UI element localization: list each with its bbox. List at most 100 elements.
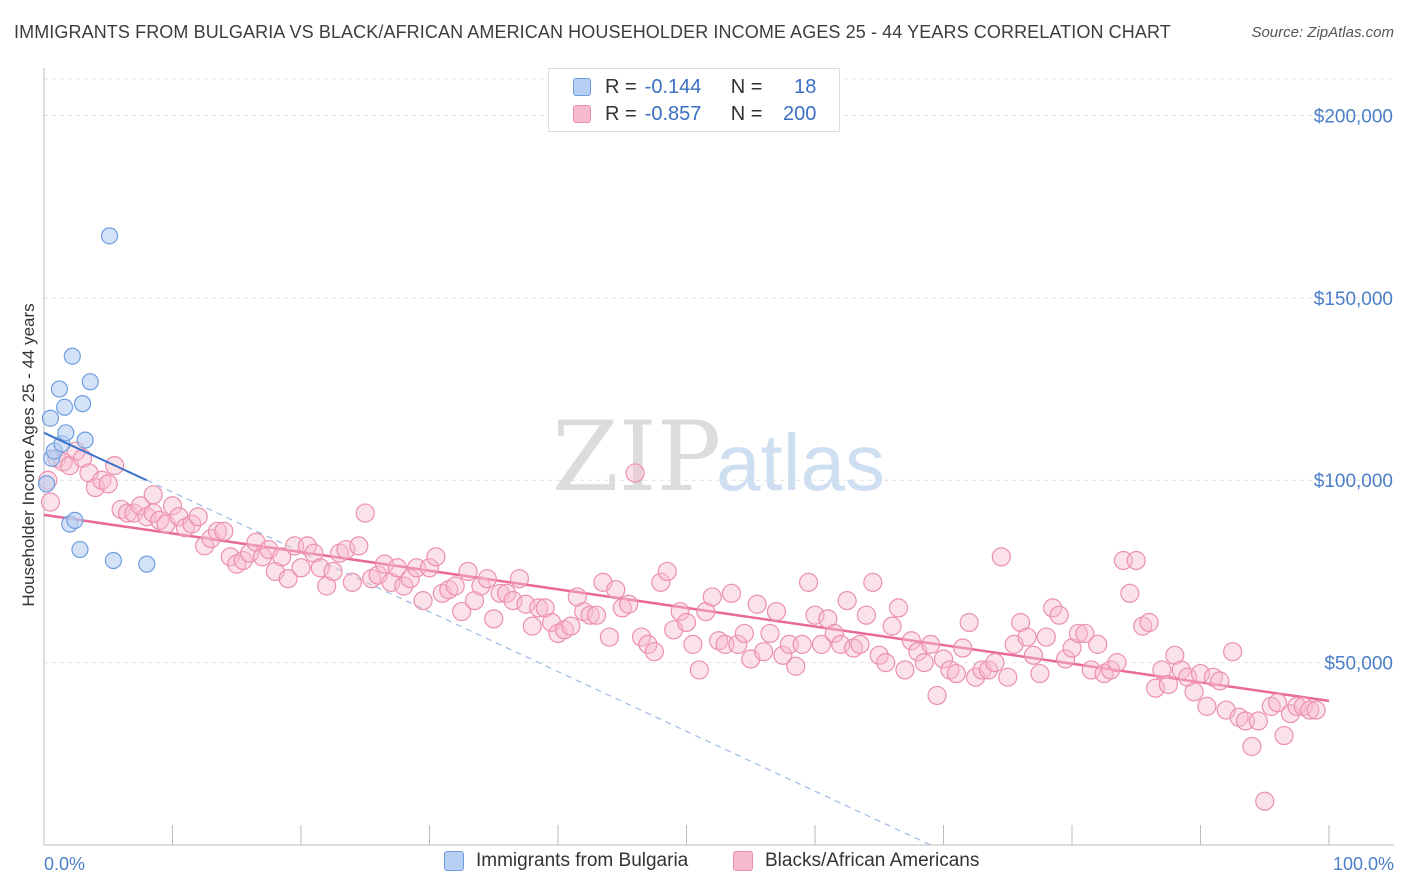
data-point-blacks xyxy=(342,572,362,592)
data-point-blacks xyxy=(1203,667,1223,687)
data-point-blacks xyxy=(1094,663,1114,684)
data-point-blacks xyxy=(1210,671,1230,691)
data-point-blacks xyxy=(336,539,356,560)
data-point-bulgaria xyxy=(37,475,56,493)
data-point-blacks xyxy=(362,569,382,589)
x-tick-label: 100.0% xyxy=(1333,854,1394,874)
y-tick-label: $200,000 xyxy=(1314,106,1393,127)
data-point-blacks xyxy=(419,558,440,578)
data-point-blacks xyxy=(439,580,459,600)
data-point-blacks xyxy=(811,634,832,654)
series-immigrants-from-bulgaria xyxy=(37,227,156,573)
data-point-blacks xyxy=(554,620,575,640)
data-point-blacks xyxy=(586,605,607,625)
chart-title: IMMIGRANTS FROM BULGARIA VS BLACK/AFRICA… xyxy=(14,22,1171,42)
data-point-blacks xyxy=(1223,642,1243,662)
data-point-blacks xyxy=(1274,725,1294,746)
legend-swatch-blacks xyxy=(733,851,753,871)
legend-n-value-bulgaria: 18 xyxy=(794,75,817,98)
data-point-blacks xyxy=(985,653,1005,673)
data-point-blacks xyxy=(978,660,999,680)
legend-r-value-bulgaria: -0.144 xyxy=(644,75,702,98)
data-point-blacks xyxy=(856,605,877,625)
legend-swatch-bulgaria xyxy=(573,78,591,96)
legend-n-label: N = xyxy=(730,75,763,98)
legend-n-value-blacks: 200 xyxy=(783,102,817,125)
legend-swatch-blacks xyxy=(573,105,591,123)
data-point-blacks xyxy=(413,591,433,611)
data-point-bulgaria xyxy=(76,431,94,449)
data-point-blacks xyxy=(297,536,318,556)
data-point-blacks xyxy=(1017,627,1037,647)
data-point-blacks xyxy=(220,547,240,567)
data-point-blacks xyxy=(1023,645,1044,665)
x-tick-label: 0.0% xyxy=(44,854,85,874)
data-point-blacks xyxy=(1190,663,1211,684)
data-point-blacks xyxy=(1145,678,1166,698)
data-point-blacks xyxy=(747,594,767,614)
data-point-blacks xyxy=(1158,674,1178,695)
data-point-blacks xyxy=(329,543,350,563)
legend-r-value-blacks: -0.857 xyxy=(644,102,702,125)
data-point-blacks xyxy=(195,536,215,556)
data-point-blacks xyxy=(98,474,118,494)
data-point-blacks xyxy=(137,507,157,527)
data-point-blacks xyxy=(143,485,163,505)
data-point-blacks xyxy=(1030,663,1050,684)
data-point-blacks xyxy=(1261,696,1281,716)
data-point-blacks xyxy=(786,656,806,676)
data-point-blacks xyxy=(888,598,909,618)
data-point-blacks xyxy=(798,572,819,592)
data-point-blacks xyxy=(1300,700,1320,720)
data-point-blacks xyxy=(940,660,960,680)
data-point-blacks xyxy=(869,645,889,665)
data-point-blacks xyxy=(619,594,639,614)
data-point-blacks xyxy=(124,503,144,523)
trend-line-blacks xyxy=(43,513,1330,703)
legend-label-bulgaria: Immigrants from Bulgaria xyxy=(476,850,689,871)
data-point-blacks xyxy=(291,558,311,578)
data-point-blacks xyxy=(946,663,966,684)
data-point-blacks xyxy=(1075,623,1095,644)
data-point-bulgaria xyxy=(73,395,92,413)
data-point-blacks xyxy=(702,587,722,607)
data-point-blacks xyxy=(175,518,195,538)
data-point-blacks xyxy=(670,601,690,622)
data-point-blacks xyxy=(959,612,979,633)
legend-item-bulgaria: Immigrants from Bulgaria xyxy=(444,850,688,872)
y-tick-label: $100,000 xyxy=(1314,471,1393,492)
data-point-blacks xyxy=(1197,696,1217,716)
data-point-blacks xyxy=(150,510,170,530)
y-tick-labels: $50,000 $100,000 $150,000 $200,000 xyxy=(1314,106,1393,674)
data-point-blacks xyxy=(991,547,1011,567)
data-point-blacks xyxy=(921,634,941,654)
data-point-bulgaria xyxy=(50,380,69,398)
data-point-blacks xyxy=(1184,682,1204,702)
legend-item-blacks: Blacks/African Americans xyxy=(733,850,979,872)
data-point-blacks xyxy=(606,580,626,600)
data-point-blacks xyxy=(1107,653,1127,673)
data-point-bulgaria xyxy=(81,373,99,391)
data-point-blacks xyxy=(773,645,793,665)
data-point-blacks xyxy=(882,616,902,636)
watermark-atlas: atlas xyxy=(716,418,885,507)
data-point-blacks xyxy=(240,543,260,563)
data-point-blacks xyxy=(1267,693,1288,713)
data-point-blacks xyxy=(1120,583,1140,603)
data-point-blacks xyxy=(728,634,748,654)
data-point-blacks xyxy=(792,634,812,654)
data-point-blacks xyxy=(1248,711,1268,731)
data-point-blacks xyxy=(1139,612,1159,633)
data-point-blacks xyxy=(689,660,709,680)
data-point-blacks xyxy=(445,576,465,596)
data-point-blacks xyxy=(760,623,780,644)
data-point-blacks xyxy=(599,627,620,647)
data-point-blacks xyxy=(497,583,517,603)
data-point-blacks xyxy=(580,605,600,625)
data-point-bulgaria xyxy=(55,398,74,416)
data-point-blacks xyxy=(516,594,536,614)
x-tick-labels: 0.0% 100.0% xyxy=(44,854,1394,874)
data-point-blacks xyxy=(927,685,947,706)
data-point-blacks xyxy=(766,601,787,622)
